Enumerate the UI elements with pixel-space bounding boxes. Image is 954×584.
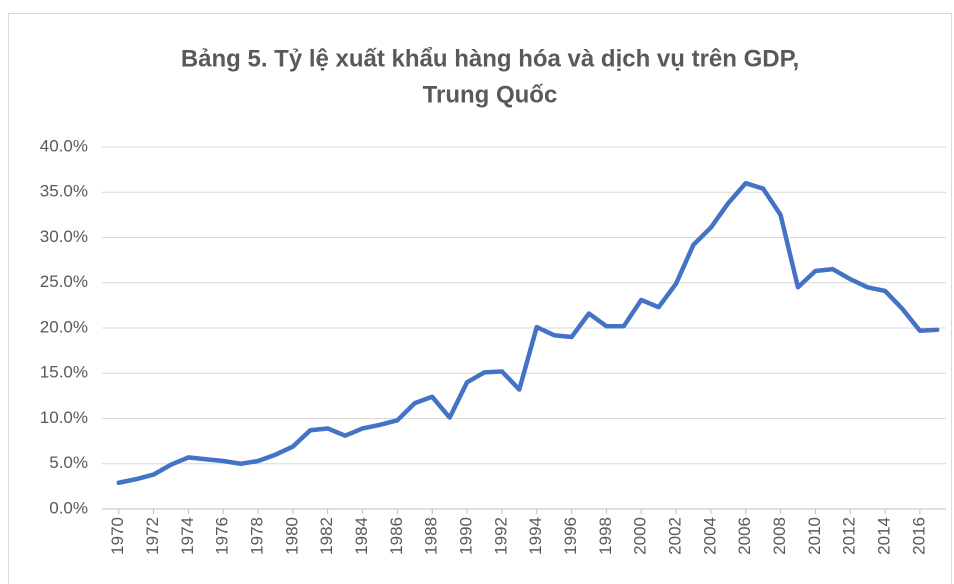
x-tick-label: 1994 [526, 517, 545, 555]
y-tick-label: 30.0% [40, 227, 88, 246]
y-tick-label: 5.0% [49, 453, 88, 472]
x-tick-label: 1980 [282, 517, 301, 555]
y-tick-label: 20.0% [40, 317, 88, 336]
chart-border [8, 13, 952, 584]
x-tick-label: 2004 [700, 517, 719, 555]
y-tick-label: 10.0% [40, 408, 88, 427]
y-tick-label: 15.0% [40, 363, 88, 382]
x-tick-label: 1998 [596, 517, 615, 555]
data-line [116, 180, 940, 486]
x-tick-label: 2008 [770, 517, 789, 555]
x-tick-label: 2010 [805, 517, 824, 555]
y-tick-label: 40.0% [40, 136, 88, 155]
chart-title: Trung Quốc [423, 81, 558, 108]
x-tick-label: 1978 [248, 517, 267, 555]
x-tick-label: 1992 [491, 517, 510, 555]
x-tick-label: 2014 [875, 517, 894, 555]
y-tick-label: 35.0% [40, 182, 88, 201]
x-tick-label: 1970 [108, 517, 127, 555]
x-tick-label: 1976 [213, 517, 232, 555]
chart-title: Bảng 5. Tỷ lệ xuất khẩu hàng hóa và dịch… [181, 45, 799, 72]
x-tick-label: 1984 [352, 517, 371, 555]
x-tick-label: 2006 [735, 517, 754, 555]
x-tick-label: 2002 [666, 517, 685, 555]
y-tick-label: 0.0% [49, 498, 88, 517]
x-tick-label: 1986 [387, 517, 406, 555]
x-tick-label: 1988 [422, 517, 441, 555]
x-tick-label: 1990 [457, 517, 476, 555]
x-tick-label: 2016 [909, 517, 928, 555]
y-tick-label: 25.0% [40, 272, 88, 291]
x-tick-label: 2000 [631, 517, 650, 555]
x-tick-label: 1982 [317, 517, 336, 555]
x-tick-label: 2012 [840, 517, 859, 555]
x-tick-label: 1974 [178, 517, 197, 555]
x-tick-label: 1996 [561, 517, 580, 555]
x-tick-label: 1972 [143, 517, 162, 555]
